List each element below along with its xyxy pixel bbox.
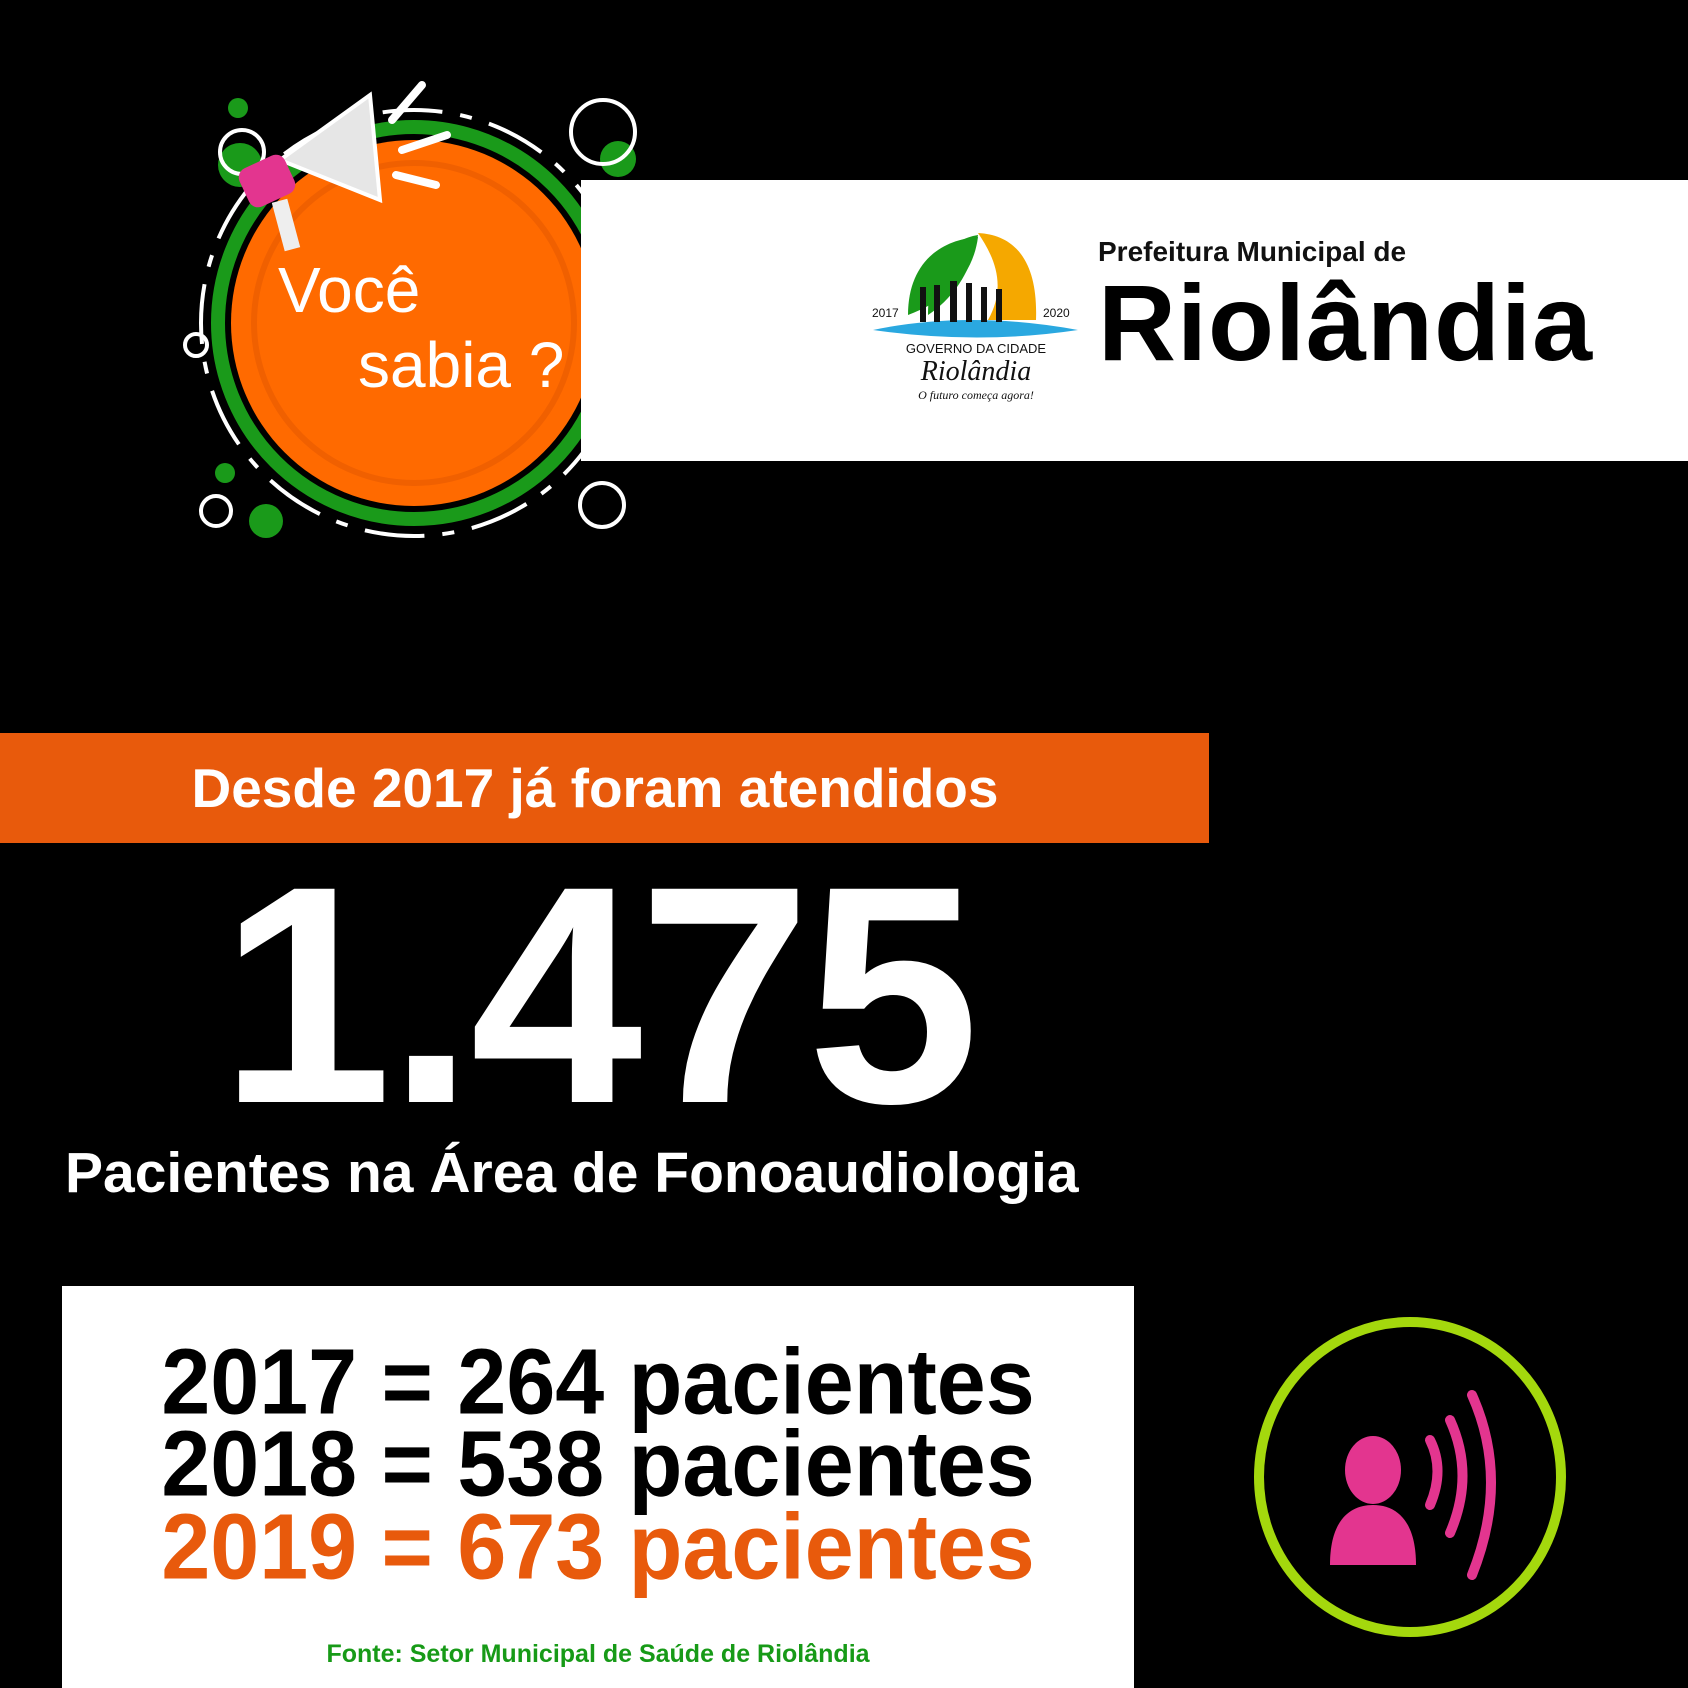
svg-text:Riolândia: Riolândia xyxy=(920,356,1031,387)
svg-text:O futuro começa agora!: O futuro começa agora! xyxy=(918,388,1034,402)
header-title: Riolândia xyxy=(1098,262,1594,383)
source-note: Fonte: Setor Municipal de Saúde de Riolâ… xyxy=(326,1640,870,1668)
year-2018: 2018 = 538 pacientes xyxy=(161,1411,1035,1516)
speaking-person-icon xyxy=(1254,1317,1566,1637)
svg-text:2020: 2020 xyxy=(1043,306,1070,320)
voce-sabia-badge: Você sabia ? xyxy=(183,81,637,538)
total-patients: 1.475 xyxy=(219,821,980,1168)
badge-line1: Você xyxy=(278,254,420,326)
city-logo: 2017 2020 GOVERNO DA CIDADE Riolândia O … xyxy=(872,233,1078,402)
header-subtitle: Prefeitura Municipal de xyxy=(1098,236,1407,267)
highlight-banner-text: Desde 2017 já foram atendidos xyxy=(191,757,999,819)
badge-line2: sabia ? xyxy=(358,329,564,401)
year-2019: 2019 = 673 pacientes xyxy=(161,1494,1035,1599)
highlight-banner xyxy=(0,733,1209,843)
svg-text:GOVERNO DA CIDADE: GOVERNO DA CIDADE xyxy=(906,341,1046,356)
year-2017: 2017 = 264 pacientes xyxy=(161,1329,1035,1434)
header-banner xyxy=(581,180,1688,461)
megaphone-icon xyxy=(238,81,451,252)
svg-text:2017: 2017 xyxy=(872,306,899,320)
total-description: Pacientes na Área de Fonoaudiologia xyxy=(65,1141,1079,1205)
yearly-box xyxy=(62,1286,1134,1688)
